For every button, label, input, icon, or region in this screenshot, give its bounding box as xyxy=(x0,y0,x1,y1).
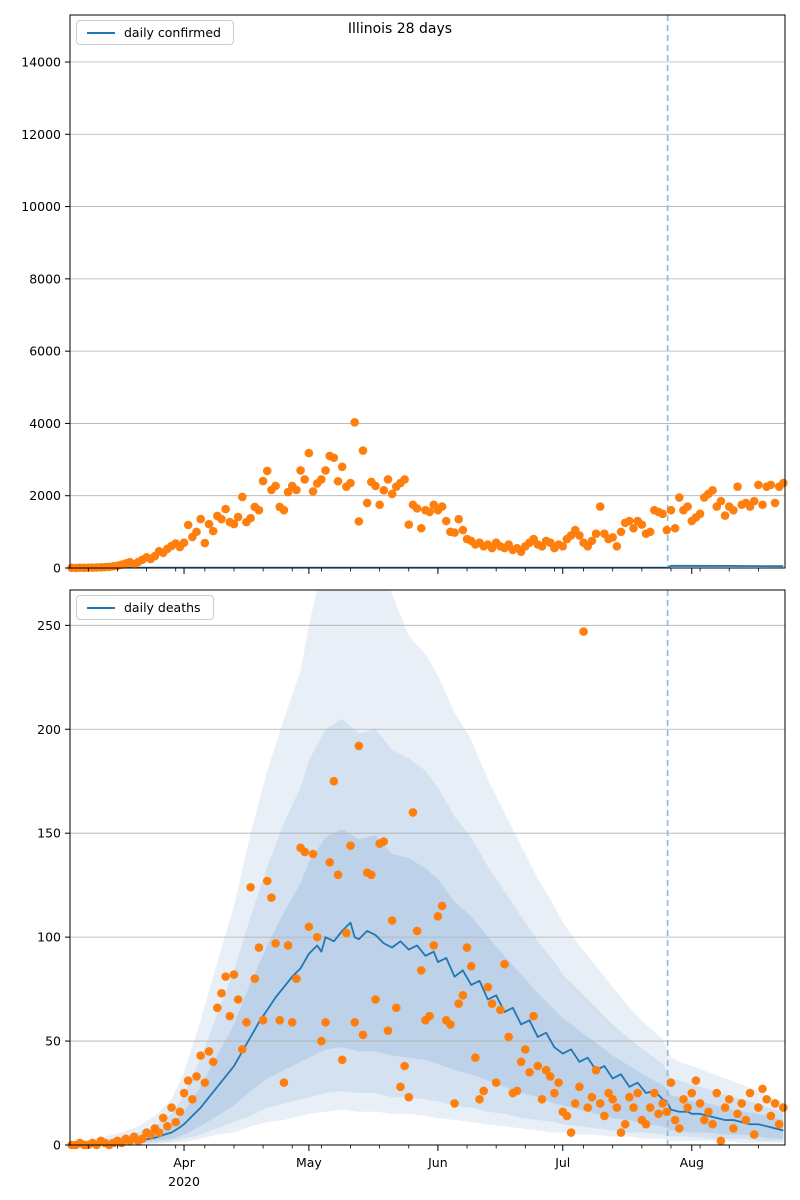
svg-text:Jun: Jun xyxy=(427,1155,448,1170)
legend-line-sample xyxy=(87,606,115,609)
svg-text:Aug: Aug xyxy=(680,1155,704,1170)
svg-text:100: 100 xyxy=(37,930,61,945)
svg-text:200: 200 xyxy=(37,722,61,737)
chart-title: Illinois 28 days xyxy=(347,21,453,37)
svg-text:150: 150 xyxy=(37,826,61,841)
svg-text:8000: 8000 xyxy=(29,271,61,286)
legend-label-daily-deaths: daily deaths xyxy=(124,600,201,615)
svg-text:14000: 14000 xyxy=(21,54,61,69)
svg-text:2020: 2020 xyxy=(168,1174,200,1189)
svg-text:4000: 4000 xyxy=(29,416,61,431)
svg-text:12000: 12000 xyxy=(21,127,61,142)
legend-line-sample xyxy=(87,31,115,34)
svg-text:6000: 6000 xyxy=(29,344,61,359)
svg-text:2000: 2000 xyxy=(29,488,61,503)
svg-text:250: 250 xyxy=(37,618,61,633)
svg-text:0: 0 xyxy=(53,561,61,576)
svg-text:0: 0 xyxy=(53,1138,61,1153)
legend-daily-deaths: daily deaths xyxy=(76,595,214,620)
svg-text:50: 50 xyxy=(45,1034,61,1049)
svg-text:Jul: Jul xyxy=(554,1155,570,1170)
svg-text:May: May xyxy=(296,1155,322,1170)
svg-text:Apr: Apr xyxy=(173,1155,195,1170)
legend-label-daily-confirmed: daily confirmed xyxy=(124,25,221,40)
legend-daily-confirmed: daily confirmed xyxy=(76,20,234,45)
svg-text:10000: 10000 xyxy=(21,199,61,214)
